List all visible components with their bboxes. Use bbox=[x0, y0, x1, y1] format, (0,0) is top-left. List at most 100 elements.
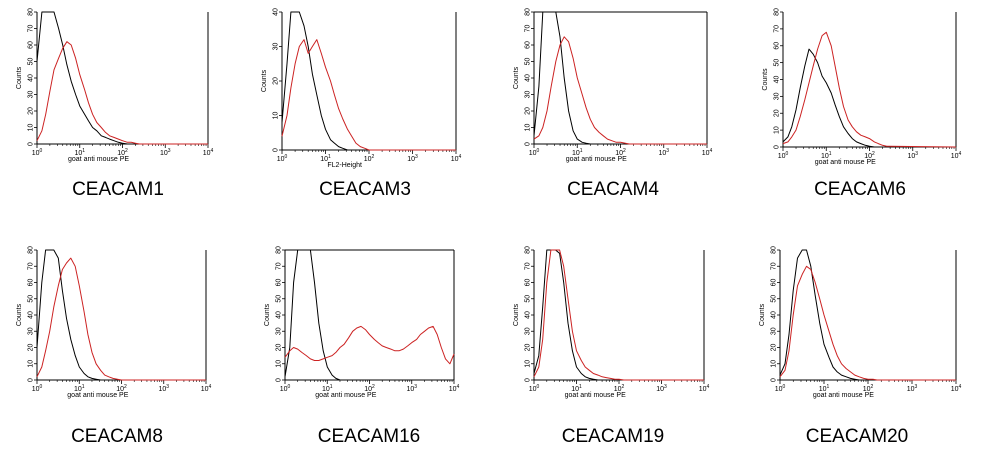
control-histogram-line bbox=[36, 249, 206, 381]
y-tick-label: 20 bbox=[771, 344, 778, 352]
histogram-panel: 0 10 20 30 40 50 60 70 80 Counts 100 101 102 103 104 go… bbox=[16, 246, 212, 447]
x-tick-label: 103 bbox=[658, 148, 669, 157]
y-tick-label: 0 bbox=[276, 378, 283, 382]
y-tick-label: 70 bbox=[28, 25, 35, 33]
x-tick-label: 104 bbox=[449, 384, 460, 393]
panel-title: CEACAM20 bbox=[806, 426, 908, 447]
x-tick-label: 103 bbox=[407, 154, 418, 163]
y-tick-label: 60 bbox=[774, 42, 781, 50]
y-tick-label: 0 bbox=[273, 148, 280, 152]
y-tick-label: 50 bbox=[771, 295, 778, 303]
y-tick-label: 10 bbox=[28, 124, 35, 132]
y-tick-label: 50 bbox=[774, 59, 781, 67]
x-tick-label: 104 bbox=[951, 384, 962, 393]
x-tick-label: 102 bbox=[117, 148, 128, 157]
y-tick-label: 10 bbox=[525, 124, 532, 132]
x-tick-label: 102 bbox=[116, 384, 127, 393]
y-tick-label: 10 bbox=[774, 126, 781, 134]
x-axis-label: goat anti mouse PE bbox=[815, 159, 876, 166]
x-tick-label: 100 bbox=[32, 148, 43, 157]
x-axis-label: FL2-Height bbox=[327, 162, 362, 169]
panel-title: CEACAM16 bbox=[318, 426, 420, 447]
y-tick-label: 40 bbox=[774, 76, 781, 84]
y-tick-label: 70 bbox=[28, 262, 35, 270]
y-tick-label: 30 bbox=[771, 327, 778, 335]
y-tick-label: 50 bbox=[28, 295, 35, 303]
y-tick-label: 10 bbox=[525, 360, 532, 368]
control-histogram-line bbox=[533, 11, 707, 145]
y-tick-label: 10 bbox=[276, 360, 283, 368]
control-histogram-line bbox=[281, 11, 456, 151]
y-tick-label: 40 bbox=[28, 311, 35, 319]
y-axis-label: Counts bbox=[16, 303, 23, 326]
x-tick-label: 103 bbox=[656, 384, 667, 393]
y-tick-label: 20 bbox=[525, 107, 532, 115]
y-tick-label: 40 bbox=[525, 74, 532, 82]
x-tick-label: 102 bbox=[364, 154, 375, 163]
y-tick-label: 20 bbox=[28, 107, 35, 115]
y-tick-label: 0 bbox=[774, 145, 781, 149]
y-tick-label: 40 bbox=[276, 311, 283, 319]
x-tick-label: 100 bbox=[280, 384, 291, 393]
y-axis-label: Counts bbox=[513, 303, 520, 326]
stained-histogram-line bbox=[533, 249, 704, 381]
stained-histogram-line bbox=[779, 265, 956, 381]
x-tick-label: 104 bbox=[702, 148, 713, 157]
y-tick-label: 10 bbox=[771, 360, 778, 368]
histogram-panel: 0 10 20 30 40 50 60 70 80 Counts 100 101 102 103 104 go… bbox=[16, 8, 214, 200]
control-histogram-line bbox=[782, 48, 956, 148]
y-tick-label: 30 bbox=[273, 43, 280, 51]
y-tick-label: 50 bbox=[525, 295, 532, 303]
stained-histogram-line bbox=[782, 31, 957, 148]
x-tick-label: 101 bbox=[821, 151, 832, 160]
y-tick-label: 60 bbox=[525, 41, 532, 49]
histogram-panel: 0 10 20 30 40 50 60 70 80 Counts 100 101 102 103 104 go… bbox=[513, 246, 710, 447]
y-tick-label: 10 bbox=[28, 360, 35, 368]
histogram-panel: 0 10 20 30 40 50 60 70 80 Counts 100 101 102 103 104 go… bbox=[264, 246, 460, 447]
x-axis-label: goat anti mouse PE bbox=[813, 392, 874, 399]
x-axis-label: goat anti mouse PE bbox=[315, 392, 376, 399]
y-tick-label: 30 bbox=[525, 91, 532, 99]
x-tick-label: 101 bbox=[320, 154, 331, 163]
y-axis-label: Counts bbox=[762, 68, 769, 91]
y-tick-label: 0 bbox=[28, 142, 35, 146]
x-tick-label: 104 bbox=[203, 148, 214, 157]
stained-histogram-line bbox=[533, 36, 707, 145]
x-tick-label: 102 bbox=[614, 384, 625, 393]
y-tick-label: 20 bbox=[276, 344, 283, 352]
y-tick-label: 0 bbox=[771, 378, 778, 382]
control-histogram-line bbox=[533, 249, 704, 381]
x-axis-label: goat anti mouse PE bbox=[565, 392, 626, 399]
x-tick-label: 104 bbox=[201, 384, 212, 393]
y-tick-label: 60 bbox=[28, 279, 35, 287]
y-tick-label: 20 bbox=[774, 109, 781, 117]
y-tick-label: 20 bbox=[525, 344, 532, 352]
y-tick-label: 60 bbox=[525, 279, 532, 287]
x-tick-label: 103 bbox=[406, 384, 417, 393]
x-tick-label: 102 bbox=[615, 148, 626, 157]
y-tick-label: 50 bbox=[276, 295, 283, 303]
stained-histogram-line bbox=[36, 257, 206, 381]
x-tick-label: 102 bbox=[364, 384, 375, 393]
x-tick-label: 100 bbox=[529, 148, 540, 157]
x-axis-label: goat anti mouse PE bbox=[67, 392, 128, 399]
y-tick-label: 30 bbox=[276, 327, 283, 335]
x-tick-label: 100 bbox=[32, 384, 43, 393]
y-tick-label: 50 bbox=[525, 58, 532, 66]
y-tick-label: 60 bbox=[276, 279, 283, 287]
y-tick-label: 60 bbox=[771, 279, 778, 287]
histogram-panel: 0 10 20 30 40 50 60 70 80 Counts 100 101 102 103 104 go… bbox=[759, 246, 962, 447]
y-tick-label: 80 bbox=[771, 246, 778, 254]
histogram-panel: 0 10 20 30 40 50 60 70 80 Counts 100 101 102 103 104 go… bbox=[762, 8, 962, 200]
y-tick-label: 80 bbox=[28, 8, 35, 16]
control-histogram-line bbox=[779, 249, 956, 381]
x-tick-label: 101 bbox=[74, 148, 85, 157]
stained-histogram-line bbox=[36, 41, 208, 145]
x-tick-label: 104 bbox=[951, 151, 962, 160]
y-tick-label: 30 bbox=[525, 327, 532, 335]
panel-title: CEACAM3 bbox=[319, 179, 411, 200]
y-tick-label: 80 bbox=[525, 246, 532, 254]
y-axis-label: Counts bbox=[513, 66, 520, 89]
y-tick-label: 80 bbox=[28, 246, 35, 254]
